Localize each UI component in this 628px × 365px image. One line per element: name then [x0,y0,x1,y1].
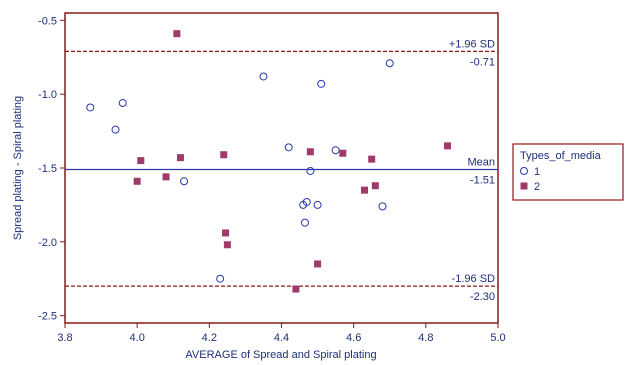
data-point-series-2 [368,155,376,163]
data-point-series-2 [220,151,228,159]
reference-line-value: -2.30 [470,291,495,303]
legend-box [512,143,624,201]
data-points [86,30,451,293]
data-point-series-1 [302,197,311,206]
data-point-series-2 [371,182,379,190]
reference-lines: +1.96 SD -0.71 Mean -1.51 -1.96 SD -2.30 [65,38,498,303]
legend-label-series-2: 2 [534,181,540,193]
reference-line-value: -1.51 [470,174,495,186]
x-tick-label: 4.0 [130,332,145,344]
data-point-series-1 [300,218,309,227]
data-point-series-1 [306,166,315,175]
data-point-series-2 [360,186,368,194]
y-axis-title: Spread plating - Spiral plating [12,96,24,240]
x-tick-label: 4.8 [418,332,433,344]
reference-line-name: Mean [467,156,495,168]
data-point-series-2 [339,149,347,157]
data-point-series-1 [118,99,127,108]
x-axis-title: AVERAGE of Spread and Spiral plating [185,349,376,361]
data-point-series-1 [331,146,340,155]
data-point-series-2 [314,260,322,268]
data-point-series-1 [259,72,268,81]
y-tick-label: -2.5 [38,311,57,323]
legend-marker-series-2 [520,182,528,190]
data-point-series-1 [313,200,322,209]
legend-marker-series-1 [520,167,528,175]
axis-ticks: 3.8 4.0 4.2 4.4 4.6 4.8 5.0 -0.5 -1.0 -1.5 -2.0 -2.… [38,15,506,344]
data-point-series-1 [284,143,293,152]
x-tick-label: 4.6 [346,332,361,344]
data-point-series-2 [137,157,145,165]
reference-line-value: -0.71 [470,56,495,68]
data-point-series-2 [443,142,451,150]
data-point-series-1 [86,103,95,112]
x-tick-label: 5.0 [490,332,505,344]
data-point-series-1 [378,202,387,211]
data-point-series-2 [162,173,170,181]
plot-frame [64,12,499,324]
data-point-series-1 [385,59,394,68]
data-point-series-2 [133,177,141,185]
data-point-series-1 [111,125,120,134]
data-point-series-1 [180,177,189,186]
legend-title: Types_of_media [520,150,602,162]
data-point-series-2 [173,30,181,38]
data-point-series-2 [306,148,314,156]
y-tick-label: -1.0 [38,89,57,101]
y-tick-label: -2.0 [38,237,57,249]
y-tick-label: -0.5 [38,15,57,27]
reference-line-name: -1.96 SD [452,273,495,285]
reference-line-name: +1.96 SD [449,38,495,50]
data-point-series-2 [222,229,230,237]
data-point-series-2 [176,154,184,162]
x-tick-label: 4.4 [274,332,289,344]
x-tick-label: 3.8 [57,332,72,344]
x-tick-label: 4.2 [202,332,217,344]
data-point-series-1 [317,79,326,88]
data-point-series-2 [292,285,300,293]
data-point-series-1 [216,274,225,283]
y-tick-label: -1.5 [38,163,57,175]
data-point-series-2 [223,241,231,249]
legend: Types_of_media 1 2 [512,143,624,201]
legend-label-series-1: 1 [534,166,540,178]
